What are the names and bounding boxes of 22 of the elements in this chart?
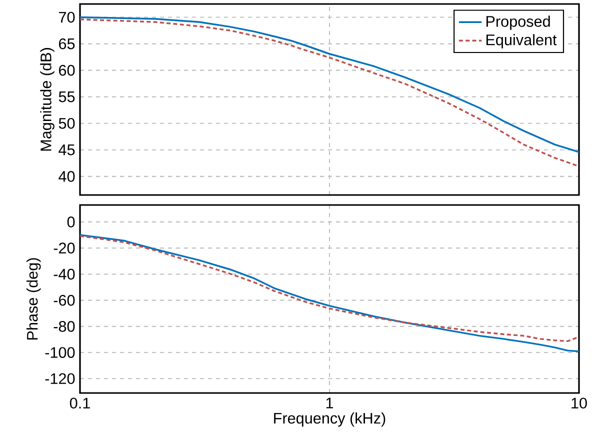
y-tick-label: 65 xyxy=(59,38,75,50)
y-tick-label: -20 xyxy=(54,242,75,254)
x-axis-title: Frequency (kHz) xyxy=(274,412,386,427)
y-tick-label: -80 xyxy=(54,320,75,332)
y-tick-label: 45 xyxy=(58,144,75,156)
x-tick-label: 0.1 xyxy=(70,398,90,409)
y-tick-label: 40 xyxy=(58,170,75,182)
y-tick-label: 0 xyxy=(67,216,75,228)
y-tick-label: 55 xyxy=(58,92,75,102)
x-tick-label: 10 xyxy=(572,398,587,409)
y-tick-label: -100 xyxy=(45,347,75,358)
y-tick-label: -120 xyxy=(45,373,75,384)
y-tick-label: 70 xyxy=(59,12,75,23)
legend-label: Proposed xyxy=(486,16,550,30)
y-tick-label: 60 xyxy=(59,64,75,76)
y-axis-title: Magnitude (dB) xyxy=(40,48,54,151)
y-axis-title: Phase (deg) xyxy=(26,258,41,340)
y-tick-label: -60 xyxy=(54,294,75,306)
y-tick-label: -40 xyxy=(54,268,75,280)
x-tick-label: 1 xyxy=(326,398,334,408)
y-tick-label: 50 xyxy=(58,118,75,129)
legend-label: Equivalent xyxy=(486,34,557,48)
